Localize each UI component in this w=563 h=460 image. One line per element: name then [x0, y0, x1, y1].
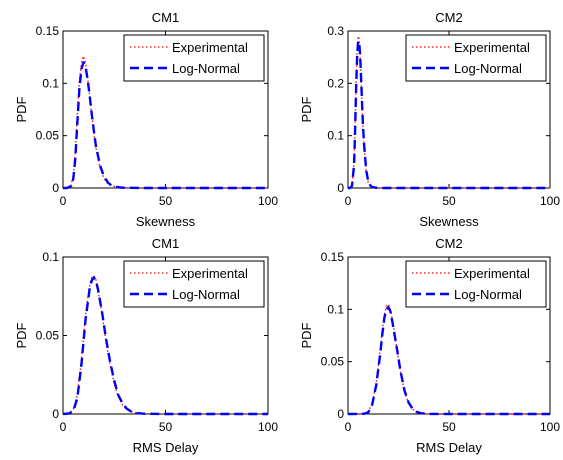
x-tick-label: 50: [442, 420, 456, 434]
x-tick-label: 100: [258, 194, 278, 208]
legend-label: Experimental: [172, 266, 248, 281]
y-tick-label: 0.15: [321, 250, 345, 264]
legend-box: [405, 260, 547, 308]
chart-title: CM1: [152, 10, 179, 25]
y-tick-label: 0.05: [36, 129, 60, 143]
x-tick-label: 50: [442, 194, 456, 208]
x-tick-label: 100: [540, 420, 560, 434]
x-axis-label: RMS Delay: [133, 440, 199, 455]
legend-label: Experimental: [454, 266, 530, 281]
y-axis-label: PDF: [14, 322, 29, 348]
legend: Experimental Log-Normal: [405, 34, 547, 82]
y-tick-label: 0.15: [36, 24, 60, 38]
series-line-log-normal: [347, 306, 550, 416]
chart-panel-3: CM1 RMS Delay PDF 0 50 100 0 0.05 0.1 Experimenta…: [14, 236, 278, 455]
legend-box: [405, 34, 547, 82]
chart-panel-1: CM1 Skewness PDF 0 50 100 0 0.05 0.1 0.15 Experime…: [14, 10, 278, 229]
y-axis-label: PDF: [14, 96, 29, 122]
legend-box: [123, 260, 265, 308]
y-tick-label: 0.1: [42, 76, 59, 90]
chart-title: CM2: [435, 10, 462, 25]
x-tick-label: 0: [60, 194, 67, 208]
legend: Experimental Log-Normal: [123, 34, 265, 82]
series-line-log-normal: [62, 276, 268, 416]
legend: Experimental Log-Normal: [405, 260, 547, 308]
legend-label: Experimental: [454, 40, 530, 55]
x-tick-label: 0: [345, 194, 352, 208]
legend-box: [123, 34, 265, 82]
y-tick-label: 0.05: [36, 329, 60, 343]
legend-label: Experimental: [172, 40, 248, 55]
y-tick-label: 0: [337, 407, 344, 421]
x-tick-label: 0: [60, 420, 67, 434]
legend-label: Log-Normal: [454, 61, 522, 76]
chart-panel-4: CM2 RMS Delay PDF 0 50 100 0 0.05 0.1 0.15 Experim…: [299, 236, 560, 455]
y-axis-label: PDF: [299, 96, 314, 122]
legend-label: Log-Normal: [172, 61, 240, 76]
x-tick-label: 0: [345, 420, 352, 434]
series-line-log-normal: [63, 61, 268, 190]
legend-label: Log-Normal: [172, 287, 240, 302]
y-tick-label: 0: [52, 181, 59, 195]
x-tick-label: 50: [159, 194, 173, 208]
chart-title: CM1: [152, 236, 179, 251]
y-tick-label: 0.1: [327, 129, 344, 143]
y-tick-label: 0.1: [42, 250, 59, 264]
chart-panel-2: CM2 Skewness PDF 0 50 100 0 0.1 0.2 0.3 Experiment…: [299, 10, 560, 229]
y-tick-label: 0: [337, 181, 344, 195]
x-axis-label: Skewness: [136, 214, 196, 229]
chart-title: CM2: [435, 236, 462, 251]
x-tick-label: 50: [159, 420, 173, 434]
x-tick-label: 100: [258, 420, 278, 434]
x-axis-label: RMS Delay: [416, 440, 482, 455]
panels: CM1 Skewness PDF 0 50 100 0 0.05 0.1 0.15 Experime…: [14, 10, 560, 455]
y-axis-label: PDF: [299, 322, 314, 348]
y-tick-label: 0.05: [321, 355, 345, 369]
y-tick-label: 0.3: [327, 24, 344, 38]
x-axis-label: Skewness: [419, 214, 479, 229]
legend-label: Log-Normal: [454, 287, 522, 302]
x-tick-label: 100: [540, 194, 560, 208]
legend: Experimental Log-Normal: [123, 260, 265, 308]
y-tick-label: 0.1: [327, 302, 344, 316]
y-tick-label: 0: [52, 407, 59, 421]
series-line-log-normal: [348, 40, 550, 190]
y-tick-label: 0.2: [327, 76, 344, 90]
